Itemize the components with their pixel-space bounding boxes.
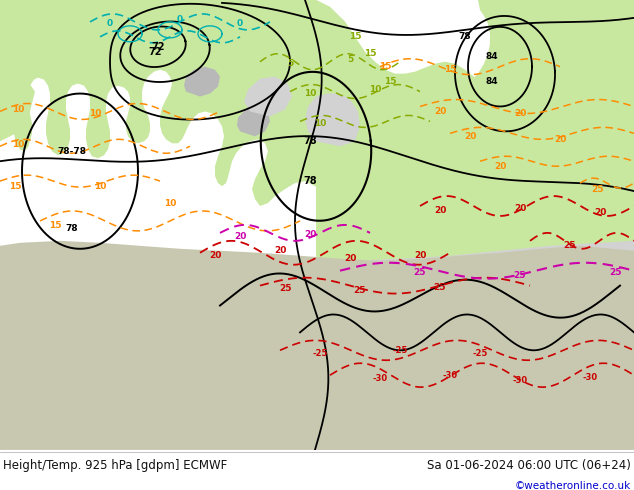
Text: -25: -25	[392, 346, 408, 355]
Polygon shape	[0, 32, 20, 67]
Text: 25: 25	[592, 185, 604, 194]
Polygon shape	[0, 241, 634, 450]
Text: 15: 15	[49, 221, 61, 230]
Polygon shape	[95, 0, 118, 17]
Text: 20: 20	[304, 230, 316, 239]
Text: 78: 78	[303, 176, 317, 186]
Polygon shape	[244, 76, 292, 117]
Text: 15: 15	[384, 77, 396, 86]
Text: 10: 10	[314, 119, 326, 128]
Text: 25: 25	[434, 283, 446, 292]
Text: 0: 0	[237, 20, 243, 28]
Text: 15: 15	[349, 32, 361, 41]
Text: 84: 84	[486, 77, 498, 86]
Text: 72: 72	[148, 47, 162, 57]
Text: 0: 0	[107, 20, 113, 28]
Text: 78: 78	[303, 136, 317, 147]
Text: Height/Temp. 925 hPa [gdpm] ECMWF: Height/Temp. 925 hPa [gdpm] ECMWF	[3, 459, 228, 471]
Text: 10: 10	[94, 182, 106, 191]
Text: 20: 20	[514, 204, 526, 214]
Text: 5: 5	[287, 59, 293, 68]
Text: -25: -25	[313, 349, 328, 358]
Text: ©weatheronline.co.uk: ©weatheronline.co.uk	[515, 481, 631, 490]
Polygon shape	[237, 106, 270, 136]
Text: 20: 20	[234, 232, 246, 242]
Text: 20: 20	[344, 254, 356, 263]
Text: 15: 15	[9, 182, 22, 191]
Polygon shape	[0, 0, 35, 22]
Polygon shape	[0, 0, 370, 209]
Text: 78-78: 78-78	[58, 147, 86, 156]
Text: 72: 72	[152, 42, 165, 52]
Text: 15: 15	[364, 49, 376, 58]
Text: 15: 15	[378, 62, 391, 71]
Text: 20: 20	[494, 162, 506, 171]
Polygon shape	[184, 67, 220, 97]
Text: 10: 10	[12, 105, 24, 114]
Text: 78: 78	[66, 224, 79, 233]
Text: 20: 20	[434, 107, 446, 116]
Text: Sa 01-06-2024 06:00 UTC (06+24): Sa 01-06-2024 06:00 UTC (06+24)	[427, 459, 631, 471]
Text: 10: 10	[12, 140, 24, 149]
Text: 25: 25	[414, 268, 426, 277]
Text: 20: 20	[554, 135, 566, 144]
Text: 10: 10	[89, 109, 101, 118]
Text: 10: 10	[369, 85, 381, 94]
Polygon shape	[305, 94, 360, 147]
Text: 20: 20	[434, 206, 446, 216]
Text: 20: 20	[274, 246, 286, 255]
Text: 5: 5	[347, 55, 353, 64]
Text: 20: 20	[514, 109, 526, 118]
Polygon shape	[118, 0, 190, 34]
Text: 25: 25	[279, 284, 291, 293]
Text: 78: 78	[458, 32, 471, 41]
Text: 10: 10	[304, 89, 316, 98]
Text: -30: -30	[372, 374, 387, 383]
Text: 84: 84	[486, 52, 498, 61]
Polygon shape	[0, 241, 634, 450]
Text: -25: -25	[472, 349, 488, 358]
Text: 15: 15	[444, 65, 456, 74]
Text: 25: 25	[564, 241, 576, 250]
Text: -30: -30	[583, 373, 598, 382]
Text: 20: 20	[594, 208, 606, 218]
Text: 25: 25	[354, 286, 366, 295]
Text: -30: -30	[443, 370, 458, 380]
Text: 25: 25	[609, 268, 621, 277]
Text: -30: -30	[512, 376, 527, 385]
Text: 20: 20	[414, 251, 426, 260]
Text: 20: 20	[464, 132, 476, 141]
Text: 20: 20	[209, 251, 221, 260]
Text: 0: 0	[177, 15, 183, 24]
Polygon shape	[316, 0, 634, 450]
Text: 10: 10	[164, 198, 176, 208]
Text: 25: 25	[514, 271, 526, 280]
Polygon shape	[0, 72, 35, 141]
